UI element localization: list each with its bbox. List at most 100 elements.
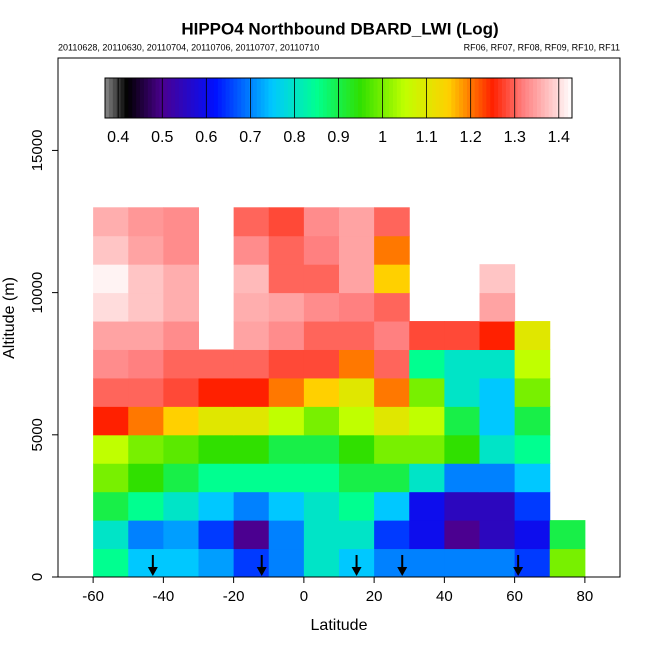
colorbar-segment	[319, 78, 324, 118]
arrow-head	[351, 567, 362, 576]
colorbar-segment	[435, 78, 441, 118]
arrow-head	[397, 567, 408, 576]
heatmap-cell	[233, 207, 270, 237]
colorbar-segment	[264, 78, 269, 118]
colorbar-tick-label: 0.6	[195, 129, 217, 146]
colorbar-segment	[326, 78, 332, 118]
colorbar-segment	[431, 78, 437, 118]
colorbar-segment	[237, 78, 242, 118]
heatmap-cell	[409, 520, 445, 550]
heatmap-cell	[93, 377, 129, 407]
heatmap-cell	[339, 207, 375, 237]
colorbar-segment	[416, 78, 421, 118]
heatmap-cell	[479, 434, 516, 464]
colorbar-segment	[116, 78, 122, 118]
heatmap-cell	[233, 434, 270, 464]
heatmap-cell	[374, 349, 410, 379]
colorbar-segment	[143, 78, 149, 118]
colorbar-tick-label: 1.2	[460, 129, 482, 146]
heatmap-cell	[303, 463, 340, 493]
heatmap-cell	[374, 406, 410, 436]
heatmap-cell	[479, 406, 516, 436]
colorbar-segment	[202, 78, 207, 118]
heatmap-cell	[93, 406, 129, 436]
heatmap-cell	[268, 321, 305, 350]
heatmap-cell	[268, 235, 305, 265]
colorbar-tick-label: 0.9	[327, 129, 349, 146]
subtitle-right: RF06, RF07, RF08, RF09, RF10, RF11	[464, 42, 620, 52]
heatmap-cell	[128, 434, 164, 464]
heatmap-cell	[514, 349, 551, 379]
heatmap-cell	[128, 491, 164, 521]
colorbar-segment	[560, 78, 565, 118]
colorbar-segment	[540, 78, 546, 118]
heatmap-cell	[303, 406, 340, 436]
heatmap-cell	[444, 434, 480, 464]
heatmap-cell	[163, 292, 199, 322]
x-axis-label: Latitude	[311, 617, 368, 634]
heatmap-cell	[374, 377, 410, 407]
heatmap-cell	[128, 377, 164, 407]
colorbar-segment	[334, 78, 339, 118]
colorbar-segment	[474, 78, 480, 118]
x-tick-label: 80	[577, 588, 594, 605]
colorbar-segment	[128, 78, 133, 118]
heatmap-cell	[374, 207, 410, 237]
colorbar-segment	[272, 78, 277, 118]
colorbar-segment	[245, 78, 250, 118]
colorbar-tick-label: 1.3	[504, 129, 526, 146]
heatmap-cell	[303, 292, 340, 322]
colorbar-segment	[198, 78, 203, 118]
colorbar-segment	[451, 78, 456, 118]
colorbar-segment	[182, 78, 188, 118]
colorbar-segment	[167, 78, 172, 118]
heatmap-cell	[128, 321, 164, 350]
heatmap-cell	[163, 463, 199, 493]
x-tick-label: -40	[153, 588, 175, 605]
colorbar-segment	[330, 78, 336, 118]
heatmap-cell	[339, 434, 375, 464]
heatmap-cell	[303, 207, 340, 237]
colorbar-segment	[124, 78, 129, 118]
colorbar-segment	[486, 78, 491, 118]
colorbar-tick-label: 0.8	[283, 129, 305, 146]
heatmap-cell	[479, 349, 516, 379]
heatmap-cell	[93, 207, 129, 237]
colorbar-segment	[307, 78, 312, 118]
heatmap-cell	[549, 548, 586, 578]
heatmap-cell	[93, 463, 129, 493]
colorbar-segment	[412, 78, 417, 118]
colorbar-segment	[210, 78, 215, 118]
colorbar-segment	[276, 78, 281, 118]
heatmap-cell	[163, 491, 199, 521]
heatmap-cell	[303, 491, 340, 521]
heatmap-cell	[233, 491, 270, 521]
heatmap-cell	[514, 377, 551, 407]
colorbar-segment	[213, 78, 219, 118]
colorbar-segment	[369, 78, 375, 118]
heatmap-cell	[444, 463, 480, 493]
plot-frame	[57, 57, 621, 578]
heatmap-cell	[514, 463, 551, 493]
heatmap-cell	[233, 548, 270, 578]
colorbar-segment	[280, 78, 285, 118]
heatmap-cell	[93, 491, 129, 521]
heatmap-cell	[93, 548, 129, 578]
colorbar-segment	[186, 78, 192, 118]
colorbar-segment	[350, 78, 355, 118]
chart-title: HIPPO4 Northbound DBARD_LWI (Log)	[181, 19, 498, 38]
colorbar-segment	[466, 78, 472, 118]
colorbar-tick-label: 1.4	[548, 129, 570, 146]
heatmap-cell	[339, 349, 375, 379]
heatmap-cell	[374, 434, 410, 464]
heatmap-cell	[128, 207, 164, 237]
colorbar-segment	[389, 78, 394, 118]
heatmap-cell	[163, 377, 199, 407]
heatmap-cell	[303, 434, 340, 464]
colorbar-segment	[171, 78, 176, 118]
heatmap-cell	[163, 434, 199, 464]
colorbar-segment	[459, 78, 464, 118]
colorbar-segment	[544, 78, 550, 118]
colorbar-tick-label: 0.7	[239, 129, 261, 146]
heatmap-cell	[198, 406, 235, 436]
